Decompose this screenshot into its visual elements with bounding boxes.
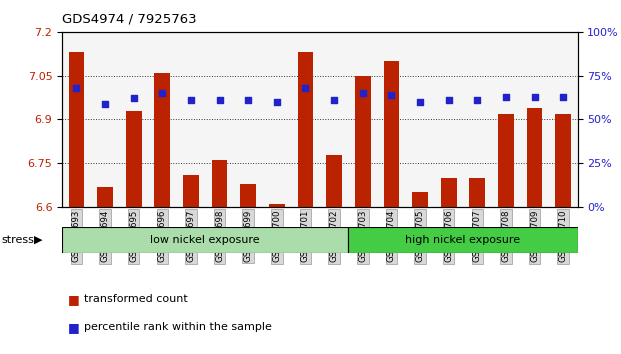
Bar [240,184,256,207]
Bar [441,178,456,207]
Bar [412,193,428,207]
Bar [62,227,348,253]
Point [100,101,110,107]
Text: ■: ■ [68,321,80,334]
Bar [269,204,285,207]
Text: high nickel exposure: high nickel exposure [406,235,520,245]
Point [129,96,138,101]
Bar [97,187,113,207]
Bar [212,160,227,207]
Text: transformed count: transformed count [84,294,188,304]
Bar [469,178,485,207]
Point [272,99,282,105]
Text: GDS4974 / 7925763: GDS4974 / 7925763 [62,12,197,25]
Point [558,94,568,99]
Point [71,85,81,91]
Bar [355,76,371,207]
Text: percentile rank within the sample: percentile rank within the sample [84,322,272,332]
Point [215,97,225,103]
Bar [326,154,342,207]
Point [415,99,425,105]
Point [386,92,396,98]
Bar [297,52,314,207]
Bar [498,114,514,207]
Point [186,97,196,103]
Bar [68,52,84,207]
Text: ■: ■ [68,293,80,306]
Bar [527,108,543,207]
Point [443,97,453,103]
Point [329,97,339,103]
Bar [384,61,399,207]
Bar [348,227,578,253]
Bar [555,114,571,207]
Bar [183,175,199,207]
Text: stress: stress [1,235,34,245]
Point [157,90,167,96]
Point [301,85,310,91]
Point [501,94,511,99]
Point [358,90,368,96]
Bar [155,73,170,207]
Text: low nickel exposure: low nickel exposure [150,235,260,245]
Text: ▶: ▶ [34,235,43,245]
Bar [126,111,142,207]
Point [473,97,483,103]
Point [530,94,540,99]
Point [243,97,253,103]
